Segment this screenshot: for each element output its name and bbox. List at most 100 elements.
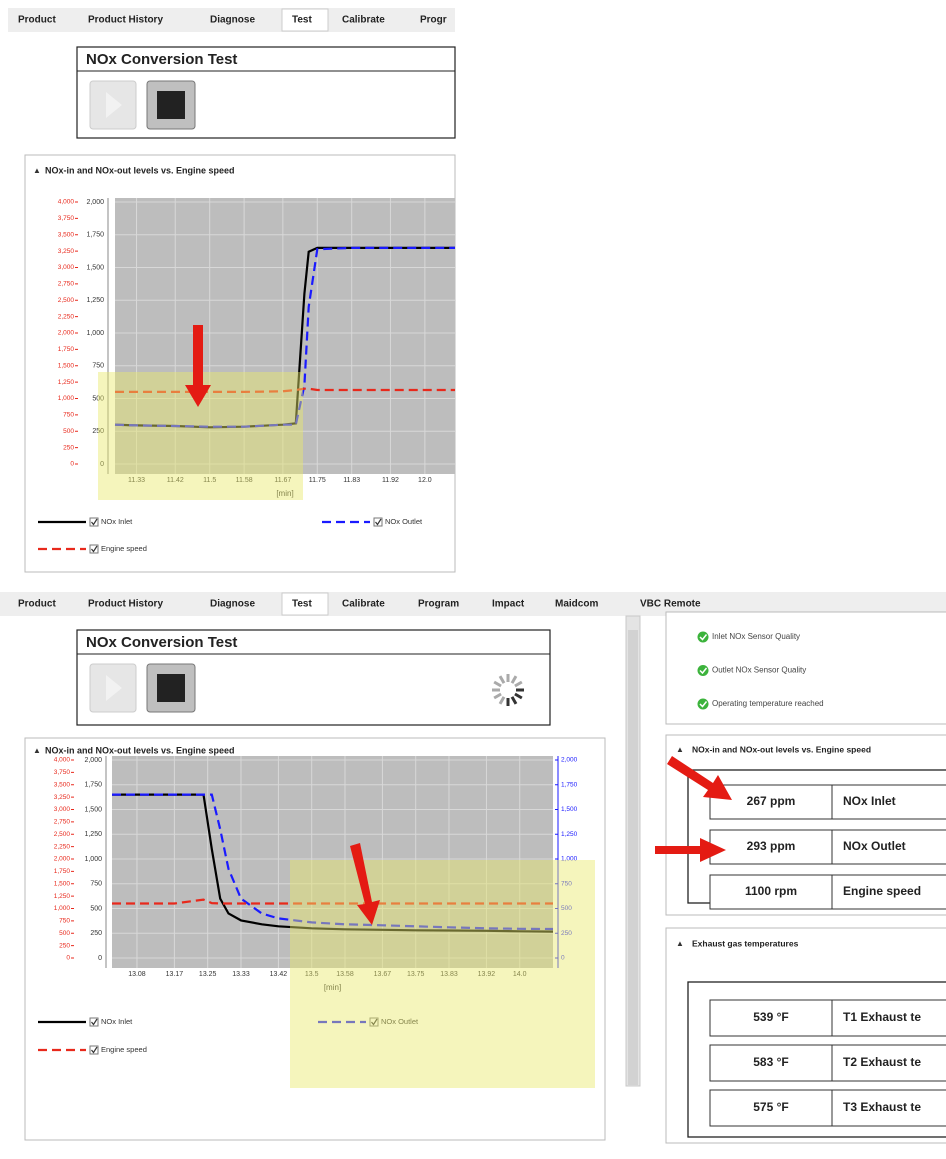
ok-icon bbox=[697, 665, 709, 676]
y2-tick-label: 3,000 bbox=[54, 806, 71, 813]
legend-checkbox[interactable] bbox=[89, 517, 99, 527]
ok-icon bbox=[697, 698, 709, 710]
y2-tick-label: 2,000 bbox=[58, 330, 75, 337]
series-line bbox=[112, 793, 554, 931]
legend-checkbox[interactable] bbox=[89, 1017, 99, 1027]
collapse-icon[interactable]: ▲ bbox=[33, 746, 41, 755]
ok-icon bbox=[697, 631, 709, 643]
y-tick-label: 500 bbox=[90, 905, 102, 912]
y2-tick-label: 2,500 bbox=[54, 831, 71, 838]
plot-area bbox=[112, 756, 553, 968]
value: 575 °F bbox=[753, 1100, 788, 1114]
y2-tick-label: 3,750 bbox=[58, 215, 75, 222]
x-tick-label: 13.17 bbox=[166, 971, 184, 978]
tab[interactable]: VBC Remote bbox=[640, 599, 701, 610]
panel-header: Exhaust gas temperatures bbox=[692, 938, 799, 948]
label: T2 Exhaust te bbox=[843, 1055, 921, 1069]
x-tick-label: 14.0 bbox=[513, 971, 527, 978]
tab[interactable]: Product bbox=[18, 599, 56, 610]
legend-label: Engine speed bbox=[101, 1045, 147, 1054]
label: NOx Inlet bbox=[843, 794, 896, 808]
stop-icon bbox=[157, 674, 185, 702]
legend-checkbox[interactable] bbox=[89, 544, 99, 554]
x-tick-label: 13.5 bbox=[305, 971, 319, 978]
tab[interactable]: Progr bbox=[420, 15, 447, 26]
scroll-thumb[interactable] bbox=[628, 630, 638, 1085]
spinner-tick bbox=[493, 680, 502, 688]
legend-label: NOx Outlet bbox=[385, 517, 423, 526]
tab[interactable]: Impact bbox=[492, 599, 525, 610]
tab[interactable]: Calibrate bbox=[342, 15, 385, 26]
red-arrow bbox=[655, 838, 726, 862]
status-label: Inlet NOx Sensor Quality bbox=[712, 632, 800, 641]
legend-checkbox[interactable] bbox=[89, 1045, 99, 1055]
x-tick-label: 13.08 bbox=[128, 971, 146, 978]
status-panel bbox=[665, 611, 946, 725]
y2-tick-label: 3,500 bbox=[58, 231, 75, 238]
tab[interactable]: Calibrate bbox=[342, 599, 385, 610]
y2-tick-label: 4,000 bbox=[58, 199, 75, 206]
label: Engine speed bbox=[843, 884, 921, 898]
y2-tick-label: 250 bbox=[59, 942, 70, 949]
x-tick-label: 13.42 bbox=[270, 971, 288, 978]
y2-tick-label: 3,500 bbox=[54, 781, 71, 788]
spinner-tick bbox=[510, 675, 518, 684]
tab[interactable]: Maidcom bbox=[555, 599, 598, 610]
y2-tick-label: 1,500 bbox=[54, 880, 71, 887]
status-label: Operating temperature reached bbox=[712, 699, 824, 708]
ok-check bbox=[699, 634, 708, 641]
y-tick-label: 2,000 bbox=[86, 199, 104, 206]
tab[interactable]: Diagnose bbox=[210, 599, 255, 610]
x-axis-label: [min] bbox=[324, 983, 341, 992]
label-box bbox=[831, 1089, 946, 1127]
tab[interactable]: Program bbox=[418, 599, 459, 610]
y2-tick-label: 1,250 bbox=[54, 893, 71, 900]
plot-area bbox=[115, 198, 455, 474]
y2-tick-label: 1,750 bbox=[54, 868, 71, 875]
y2-tick-label: 2,250 bbox=[58, 313, 75, 320]
chart-title: NOx-in and NOx-out levels vs. Engine spe… bbox=[45, 745, 235, 755]
x-tick-label: 11.92 bbox=[382, 477, 399, 484]
red-arrow bbox=[667, 756, 732, 800]
y2-tick-label: 250 bbox=[63, 444, 74, 451]
y2-tick-label: 3,000 bbox=[58, 264, 75, 271]
collapse-icon[interactable]: ▲ bbox=[33, 166, 41, 175]
legend-checkbox[interactable] bbox=[369, 1017, 379, 1027]
y-tick-label: 1,250 bbox=[86, 297, 104, 304]
legend-checkbox[interactable] bbox=[373, 517, 383, 527]
legend-label: NOx Inlet bbox=[101, 517, 133, 526]
collapse-icon[interactable]: ▲ bbox=[676, 939, 684, 948]
y-tick-label: 2,000 bbox=[84, 757, 102, 764]
y-tick-label: 250 bbox=[90, 930, 102, 937]
value: 293 ppm bbox=[747, 839, 796, 853]
y-tick-label: 1,500 bbox=[84, 806, 102, 813]
spinner-tick bbox=[493, 692, 502, 700]
x-tick-label: 11.42 bbox=[167, 477, 184, 484]
label: NOx Outlet bbox=[843, 839, 906, 853]
red-arrow bbox=[350, 843, 380, 925]
label-box bbox=[831, 784, 946, 820]
spinner-tick bbox=[498, 675, 506, 684]
tab[interactable]: Test bbox=[292, 599, 312, 610]
value-box bbox=[709, 874, 833, 910]
y-tick-label: 750 bbox=[90, 881, 102, 888]
y2-tick-label: 4,000 bbox=[54, 757, 71, 764]
check-mark bbox=[375, 518, 382, 526]
check-mark bbox=[91, 545, 98, 553]
label: T1 Exhaust te bbox=[843, 1010, 921, 1024]
y2-tick-label: 500 bbox=[59, 930, 70, 937]
tab[interactable]: Product History bbox=[88, 599, 163, 610]
y2-tick-label: 3,250 bbox=[58, 248, 75, 255]
status-label: Outlet NOx Sensor Quality bbox=[712, 666, 806, 675]
tab[interactable]: Product bbox=[18, 15, 56, 26]
y2-tick-label: 2,750 bbox=[58, 281, 75, 288]
top-screen: Product Product History Diagnose Test Calibr… bbox=[18, 8, 455, 554]
y2-tick-label: 1,250 bbox=[58, 379, 75, 386]
y3-tick-label: 1,000 bbox=[561, 856, 578, 863]
y3-tick-label: 0 bbox=[561, 955, 565, 962]
collapse-icon[interactable]: ▲ bbox=[676, 745, 684, 754]
tab[interactable]: Product History bbox=[88, 15, 163, 26]
tab[interactable]: Test bbox=[292, 15, 312, 26]
tab[interactable]: Diagnose bbox=[210, 15, 255, 26]
